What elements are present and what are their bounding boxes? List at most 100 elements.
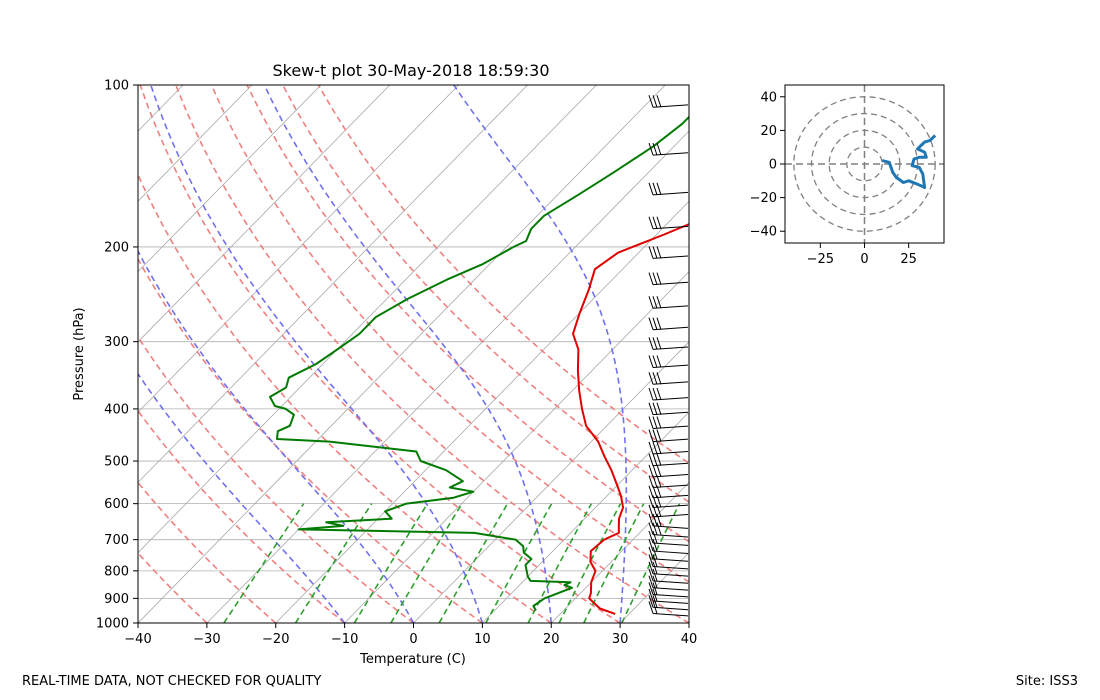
isotherm-line bbox=[138, 85, 391, 343]
wind-barb bbox=[648, 453, 689, 467]
isotherm-line bbox=[138, 85, 597, 554]
dry-adiabat-line bbox=[246, 85, 689, 543]
hodograph-plot-area bbox=[785, 85, 944, 243]
wind-barb bbox=[648, 355, 689, 368]
isotherm-line bbox=[0, 85, 45, 623]
hodograph-x-tick-label: 0 bbox=[860, 252, 868, 267]
dry-adiabat-line bbox=[282, 85, 689, 504]
moist-adiabat-line bbox=[138, 249, 415, 623]
moist-adiabat-line bbox=[150, 85, 484, 623]
wind-barb bbox=[648, 513, 689, 529]
moist-adiabat-line bbox=[263, 85, 553, 623]
x-tick-label: 30 bbox=[612, 632, 629, 647]
dry-adiabat-line bbox=[139, 85, 621, 623]
mixing-ratio-line bbox=[558, 503, 622, 623]
hodograph-y-tick-label: 0 bbox=[769, 158, 777, 173]
dry-adiabat-line bbox=[138, 409, 346, 623]
dry-adiabat-line bbox=[317, 85, 689, 465]
x-tick-label: 0 bbox=[409, 632, 417, 647]
hodograph-y-tick-label: 20 bbox=[760, 124, 777, 139]
mixing-ratio-line bbox=[353, 503, 429, 623]
wind-barb bbox=[648, 429, 689, 443]
wind-barb bbox=[648, 522, 689, 538]
x-tick-label: 10 bbox=[474, 632, 491, 647]
wind-barb bbox=[648, 530, 689, 546]
chart-title: Skew-t plot 30-May-2018 18:59:30 bbox=[272, 61, 549, 80]
isotherm-line bbox=[344, 271, 689, 623]
isotherm-line bbox=[206, 130, 689, 623]
dry-adiabat-lines bbox=[138, 85, 689, 623]
y-tick-label: 400 bbox=[104, 402, 129, 417]
mixing-ratio-line bbox=[621, 503, 681, 623]
moist-adiabat-line bbox=[688, 618, 689, 623]
wind-barb bbox=[648, 317, 689, 331]
y-tick-label: 200 bbox=[104, 240, 129, 255]
wind-barb bbox=[648, 504, 689, 518]
wind-barb bbox=[648, 416, 689, 430]
wind-barb bbox=[648, 554, 689, 570]
hodograph-x-tick-label: −25 bbox=[807, 252, 834, 267]
hodograph-y-tick-label: −40 bbox=[750, 225, 777, 240]
dry-adiabat-line bbox=[210, 85, 689, 583]
wind-barb bbox=[648, 142, 689, 156]
wind-barb bbox=[648, 546, 689, 562]
quality-disclaimer: REAL-TIME DATA, NOT CHECKED FOR QUALITY bbox=[22, 674, 322, 689]
skewt-axis-ticks: −40 −30 −20 −10 0 10 20 30 40 1000 900 800 700 600 500… bbox=[96, 79, 697, 648]
dry-adiabat-line bbox=[138, 335, 414, 623]
hodograph-x-tick-label: 25 bbox=[900, 252, 917, 267]
isotherm-line bbox=[138, 85, 322, 273]
isotherm-line bbox=[275, 200, 689, 623]
dry-adiabat-line bbox=[138, 551, 208, 623]
wind-barb bbox=[648, 182, 689, 196]
wind-barb bbox=[648, 582, 689, 598]
isotherm-line bbox=[688, 622, 689, 623]
isotherm-lines bbox=[0, 85, 689, 623]
isotherm-line bbox=[482, 411, 689, 623]
dry-adiabat-line bbox=[138, 257, 483, 623]
mixing-ratio-line bbox=[438, 503, 509, 623]
hodograph-line bbox=[881, 134, 937, 189]
wind-barb bbox=[648, 475, 689, 489]
temperature-trace bbox=[572, 223, 689, 615]
isotherm-line bbox=[138, 85, 253, 202]
wind-barb bbox=[648, 95, 689, 108]
mixing-ratio-line bbox=[485, 503, 553, 623]
isotherm-line bbox=[138, 85, 666, 623]
wind-barb bbox=[648, 561, 689, 577]
pressure-gridlines bbox=[138, 85, 689, 623]
y-axis-label: Pressure (hPa) bbox=[72, 307, 87, 400]
y-tick-label: 500 bbox=[104, 455, 129, 470]
isotherm-line bbox=[413, 341, 689, 623]
dry-adiabat-line bbox=[138, 172, 552, 623]
wind-barb bbox=[648, 387, 689, 401]
wind-barb bbox=[648, 272, 689, 286]
x-tick-label: −10 bbox=[331, 632, 358, 647]
x-tick-label: 20 bbox=[543, 632, 560, 647]
hodograph-y-tick-label: −20 bbox=[750, 191, 777, 206]
wind-barb bbox=[648, 296, 689, 309]
moist-adiabat-line bbox=[138, 372, 346, 623]
x-tick-label: −30 bbox=[193, 632, 220, 647]
isotherm-line bbox=[138, 85, 459, 413]
x-tick-label: −40 bbox=[124, 632, 151, 647]
hodograph-trace bbox=[881, 134, 937, 189]
hodograph-chart: −25 0 25 −40 −20 0 20 40 bbox=[750, 84, 945, 267]
wind-barb bbox=[648, 441, 689, 455]
skewt-frame bbox=[137, 84, 690, 624]
x-tick-label: 40 bbox=[681, 632, 698, 647]
y-tick-label: 800 bbox=[104, 564, 129, 579]
skewt-chart: Skew-t plot 30-May-2018 18:59:30 −40 −30 −… bbox=[0, 61, 697, 667]
wind-barb bbox=[648, 464, 689, 478]
x-axis-label: Temperature (C) bbox=[359, 652, 466, 667]
wind-barb bbox=[648, 337, 689, 350]
dewpoint-trace bbox=[269, 115, 689, 611]
wind-barb bbox=[648, 216, 689, 230]
wind-barb bbox=[648, 575, 689, 591]
y-tick-label: 300 bbox=[104, 335, 129, 350]
wind-barb bbox=[648, 568, 689, 584]
y-tick-label: 900 bbox=[104, 592, 129, 607]
site-label: Site: ISS3 bbox=[1015, 674, 1078, 689]
y-tick-label: 700 bbox=[104, 533, 129, 548]
isotherm-line bbox=[619, 552, 689, 623]
hodograph-axes bbox=[785, 85, 944, 243]
